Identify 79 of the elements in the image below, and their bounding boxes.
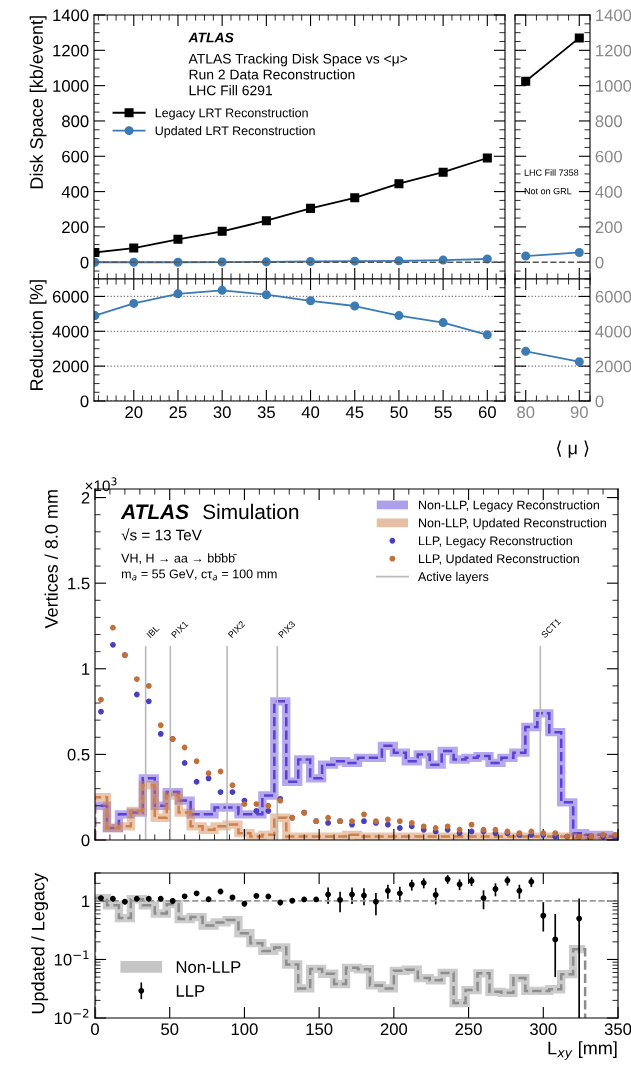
x-tick-label: 0 <box>91 1023 99 1036</box>
x-tick-label: 200 <box>380 1023 408 1036</box>
y-tick-label: 2000 <box>52 360 89 373</box>
y-tick-label: 0 <box>595 395 604 408</box>
y-tick-label: 1400 <box>596 9 631 22</box>
y-tick-label: 2000 <box>595 360 631 373</box>
x-tick-label: 300 <box>530 1023 557 1036</box>
y-tick-label: 1 <box>82 663 90 675</box>
x-tick-label: 50 <box>161 1023 179 1036</box>
annotation: LHC Fill 6291 <box>189 85 272 96</box>
y-tick-label: 800 <box>595 115 623 128</box>
y-tick-label: 6000 <box>52 290 89 303</box>
y-tick-label: 6000 <box>595 290 631 303</box>
y-tick-label: 1400 <box>53 9 89 22</box>
y-tick-label: 200 <box>62 221 89 234</box>
y-axis-title: Updated / Legacy <box>31 873 49 1014</box>
annotation: ATLAS <box>120 504 189 520</box>
y-tick-label: 0.5 <box>67 748 90 761</box>
y-tick-label: 0 <box>80 395 89 408</box>
x-tick-label: 350 <box>604 1023 631 1036</box>
x-tick-label: 30 <box>213 406 231 419</box>
annotation: Not on GRL <box>524 187 572 195</box>
x-tick-label: 60 <box>478 406 496 419</box>
y-tick-label: 0 <box>81 834 90 847</box>
y-tick-label: 600 <box>595 150 623 163</box>
y-axis-title: Disk Space [kb/event] <box>29 16 47 189</box>
y-tick-label: 4000 <box>595 325 631 338</box>
x-tick-label: 20 <box>125 406 143 419</box>
annotation: √s = 13 TeV <box>121 528 202 541</box>
y-tick-label: 400 <box>595 185 623 198</box>
legend-label: LLP, Updated Reconstruction <box>419 553 579 566</box>
x-tick-label: 25 <box>169 406 187 419</box>
legend-label: Non-LLP, Updated Reconstruction <box>419 518 606 530</box>
x-axis-title: L$_{xy}$ [mm] <box>548 1041 617 1060</box>
y-tick-label: 1000 <box>53 80 89 92</box>
x-tick-label: 50 <box>390 406 408 419</box>
x-tick-label: 90 <box>570 406 588 419</box>
ref-line-label: IBL <box>146 624 160 639</box>
legend-label: Updated LRT Reconstruction <box>155 125 315 138</box>
annotation: ATLAS Tracking Disk Space vs <μ> <box>188 53 408 67</box>
y-tick-label: 1200 <box>53 44 89 57</box>
annotation: m$_{a}$ = 55 GeV, cτ$_{a}$ = 100 mm <box>121 569 277 581</box>
y-tick-label: 10$^{−2}$ <box>54 1008 89 1025</box>
y-tick-label: 0 <box>595 256 604 269</box>
y-axis-title: Vertices / 8.0 mm <box>44 490 58 629</box>
y-tick-label: 2 <box>81 491 90 504</box>
y-tick-label: 400 <box>61 185 89 198</box>
legend-label: Non-LLP, Legacy Reconstruction <box>419 500 599 512</box>
y-tick-label: 1200 <box>596 44 631 57</box>
x-tick-label: 55 <box>434 406 452 419</box>
y-tick-label: 200 <box>595 221 623 234</box>
annotation: Active layers <box>418 571 489 584</box>
legend-label: LLP <box>176 985 205 997</box>
y-tick-label: 1000 <box>596 80 631 92</box>
x-tick-label: 40 <box>301 406 320 419</box>
annotation: LHC Fill 7358 <box>524 169 579 176</box>
x-tick-label: 45 <box>345 406 364 419</box>
y-tick-label: 800 <box>62 115 89 128</box>
y-tick-label: 1.5 <box>68 577 90 590</box>
y-tick-label: 10$^{−1}$ <box>54 950 89 966</box>
x-tick-label: 100 <box>231 1023 258 1036</box>
y-tick-label: 0 <box>80 256 89 269</box>
x-tick-label: 150 <box>306 1023 333 1036</box>
annotation: ×10$^{3}$ <box>85 477 117 492</box>
annotation: Run 2 Data Reconstruction <box>189 69 355 80</box>
annotation: Simulation <box>203 503 299 520</box>
y-axis-title: Reduction [%] <box>29 280 47 390</box>
x-tick-label: 80 <box>517 406 535 419</box>
annotation: ATLAS <box>188 32 234 43</box>
x-axis-title: ⟨ μ ⟩ <box>557 440 589 458</box>
annotation: VH, H → aa → bb̄bb̄ <box>121 553 237 565</box>
legend-label: Legacy LRT Reconstruction <box>155 108 308 120</box>
legend-label: LLP, Legacy Reconstruction <box>419 536 572 548</box>
y-tick-label: 1 <box>82 895 90 907</box>
x-tick-label: 250 <box>455 1023 482 1036</box>
y-tick-label: 4000 <box>52 325 89 338</box>
legend-label: Non-LLP <box>176 961 241 973</box>
y-tick-label: 600 <box>62 150 89 163</box>
x-tick-label: 35 <box>257 406 275 419</box>
